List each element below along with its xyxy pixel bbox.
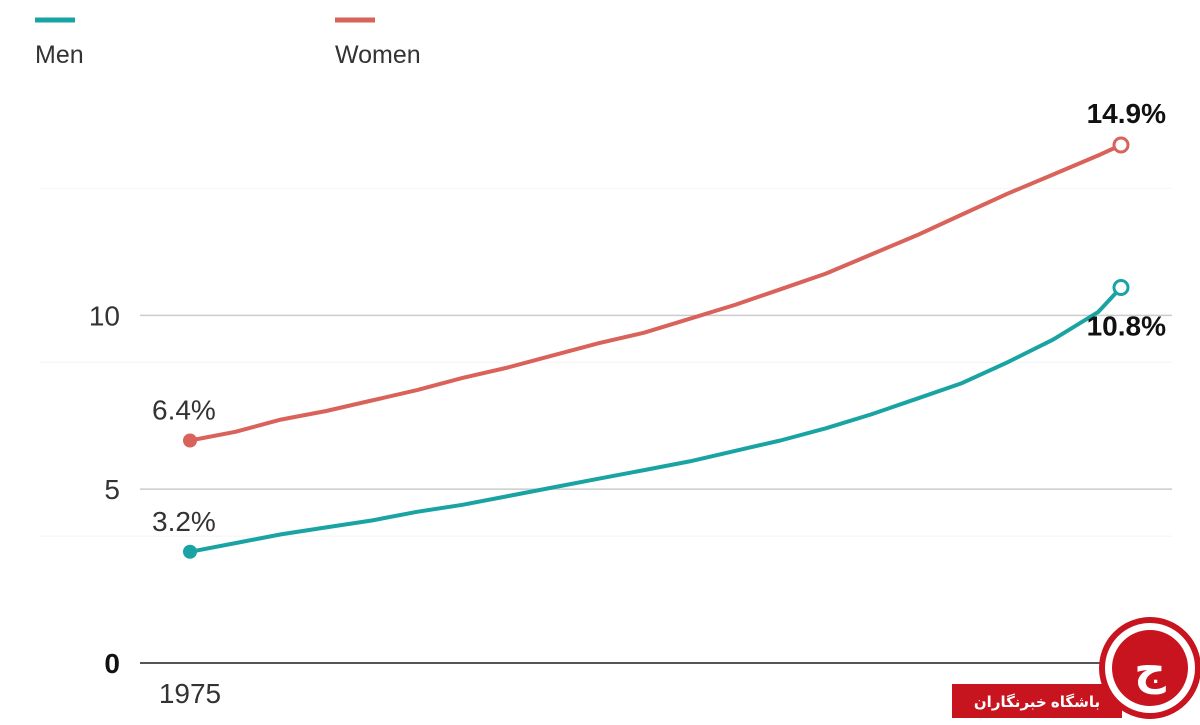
- y-tick-label: 10: [89, 300, 120, 331]
- legend: Men Women: [35, 17, 421, 69]
- y-axis-ticks: 0 5 10: [89, 300, 120, 679]
- x-tick-label: 1975: [159, 678, 221, 709]
- end-point-marker: [1112, 279, 1130, 297]
- start-point-marker: [183, 544, 197, 559]
- legend-label: Men: [35, 41, 84, 69]
- x-axis-ticks: 1975: [159, 678, 221, 709]
- series-lines: [183, 136, 1130, 559]
- y-tick-label: 5: [104, 474, 120, 505]
- end-value-label: 10.8%: [1087, 311, 1166, 342]
- watermark-logo-inner: [1112, 630, 1188, 706]
- watermark-text: باشگاه خبرنگاران: [974, 693, 1100, 711]
- end-point-marker: [1112, 136, 1130, 154]
- gridlines: [40, 187, 1172, 664]
- series-line: [188, 143, 1123, 443]
- watermark-logo-glyph: ج: [1134, 645, 1166, 695]
- series-line: [188, 285, 1123, 554]
- watermark-banner: [952, 684, 1122, 718]
- start-value-label: 3.2%: [152, 506, 216, 537]
- end-value-label: 14.9%: [1087, 98, 1166, 129]
- y-tick-label: 0: [104, 648, 120, 679]
- legend-label: Women: [335, 41, 421, 69]
- data-labels: 3.2% 10.8% 6.4% 14.9%: [152, 98, 1166, 537]
- start-value-label: 6.4%: [152, 395, 216, 426]
- start-point-marker: [183, 433, 197, 448]
- watermark: باشگاه خبرنگاران ج: [952, 617, 1200, 719]
